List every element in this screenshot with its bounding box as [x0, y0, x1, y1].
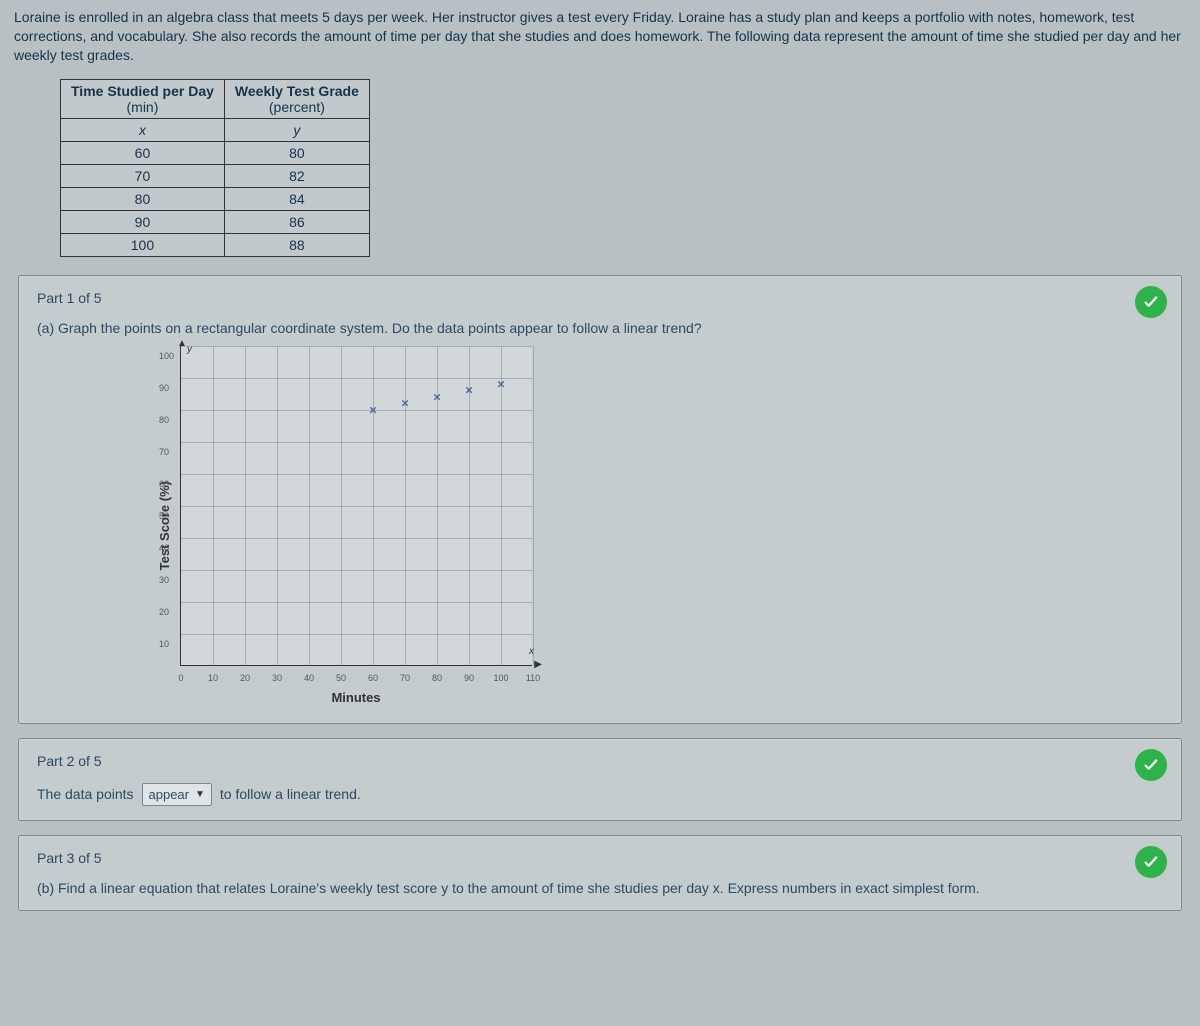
data-point[interactable]: ×: [401, 396, 409, 411]
col1-unit: (min): [127, 99, 159, 115]
x-tick: 60: [368, 673, 378, 683]
page-root: Loraine is enrolled in an algebra class …: [0, 0, 1200, 911]
y-tick: 100: [159, 351, 174, 361]
col1-header-text: Time Studied per Day: [71, 83, 214, 99]
x-tick: 20: [240, 673, 250, 683]
x-tick: 10: [208, 673, 218, 683]
scatter-plot[interactable]: ▲ y ▶ x 01020304050607080901001101020304…: [180, 346, 532, 666]
col2-header-text: Weekly Test Grade: [235, 83, 359, 99]
part1-prompt: (a) Graph the points on a rectangular co…: [37, 320, 1163, 336]
check-icon: [1135, 749, 1167, 781]
x-tick: 30: [272, 673, 282, 683]
answer-sentence: The data points appear ▼ to follow a lin…: [37, 783, 1163, 806]
problem-statement: Loraine is enrolled in an algebra class …: [0, 0, 1200, 71]
part1-panel: Part 1 of 5 (a) Graph the points on a re…: [18, 275, 1182, 724]
trend-select[interactable]: appear ▼: [142, 783, 212, 806]
sentence-pre: The data points: [37, 786, 134, 802]
table-row: 8084: [61, 187, 370, 210]
part2-panel: Part 2 of 5 The data points appear ▼ to …: [18, 738, 1182, 821]
x-axis-label: Minutes: [331, 690, 380, 705]
data-point[interactable]: ×: [369, 402, 377, 417]
x-tick: 50: [336, 673, 346, 683]
sentence-post: to follow a linear trend.: [220, 786, 361, 802]
x-tick: 40: [304, 673, 314, 683]
y-axis-label: Test Score (%): [157, 481, 172, 570]
col2-header: Weekly Test Grade (percent): [224, 79, 369, 118]
y-tick: 40: [159, 543, 169, 553]
table-row: 6080: [61, 141, 370, 164]
part3-panel: Part 3 of 5 (b) Find a linear equation t…: [18, 835, 1182, 911]
x-tick: 70: [400, 673, 410, 683]
x-tick: 110: [526, 673, 540, 683]
x-tick: 80: [432, 673, 442, 683]
col1-header: Time Studied per Day (min): [61, 79, 225, 118]
col2-unit: (percent): [269, 99, 325, 115]
y-tick: 90: [159, 383, 169, 393]
data-point[interactable]: ×: [433, 389, 441, 404]
chart-container: Test Score (%) ▲ y ▶ x 01020304050607080…: [157, 346, 1163, 705]
x-tick: 100: [493, 673, 508, 683]
y-arrow: ▲: [177, 338, 187, 349]
chevron-down-icon: ▼: [195, 789, 205, 800]
x-tick: 90: [464, 673, 474, 683]
part3-title: Part 3 of 5: [37, 850, 1163, 866]
table-row: 10088: [61, 233, 370, 256]
data-point[interactable]: ×: [497, 377, 505, 392]
part1-title: Part 1 of 5: [37, 290, 1163, 306]
select-value: appear: [149, 787, 189, 802]
yvar-cell: y: [224, 118, 369, 141]
x-tick: 0: [178, 673, 183, 683]
check-icon: [1135, 846, 1167, 878]
y-tick: 30: [159, 575, 169, 585]
y-tick: 10: [159, 639, 169, 649]
y-tick: 50: [159, 511, 169, 521]
part3-prompt: (b) Find a linear equation that relates …: [37, 880, 1163, 896]
check-icon: [1135, 286, 1167, 318]
data-point[interactable]: ×: [465, 383, 473, 398]
table-row: 9086: [61, 210, 370, 233]
y-tick: 70: [159, 447, 169, 457]
y-tick: 20: [159, 607, 169, 617]
y-tick: 80: [159, 415, 169, 425]
data-table: Time Studied per Day (min) Weekly Test G…: [60, 79, 370, 257]
y-tick: 60: [159, 479, 169, 489]
xvar-cell: x: [61, 118, 225, 141]
x-arrow: ▶: [534, 659, 542, 670]
table-row: 7082: [61, 164, 370, 187]
part2-title: Part 2 of 5: [37, 753, 1163, 769]
